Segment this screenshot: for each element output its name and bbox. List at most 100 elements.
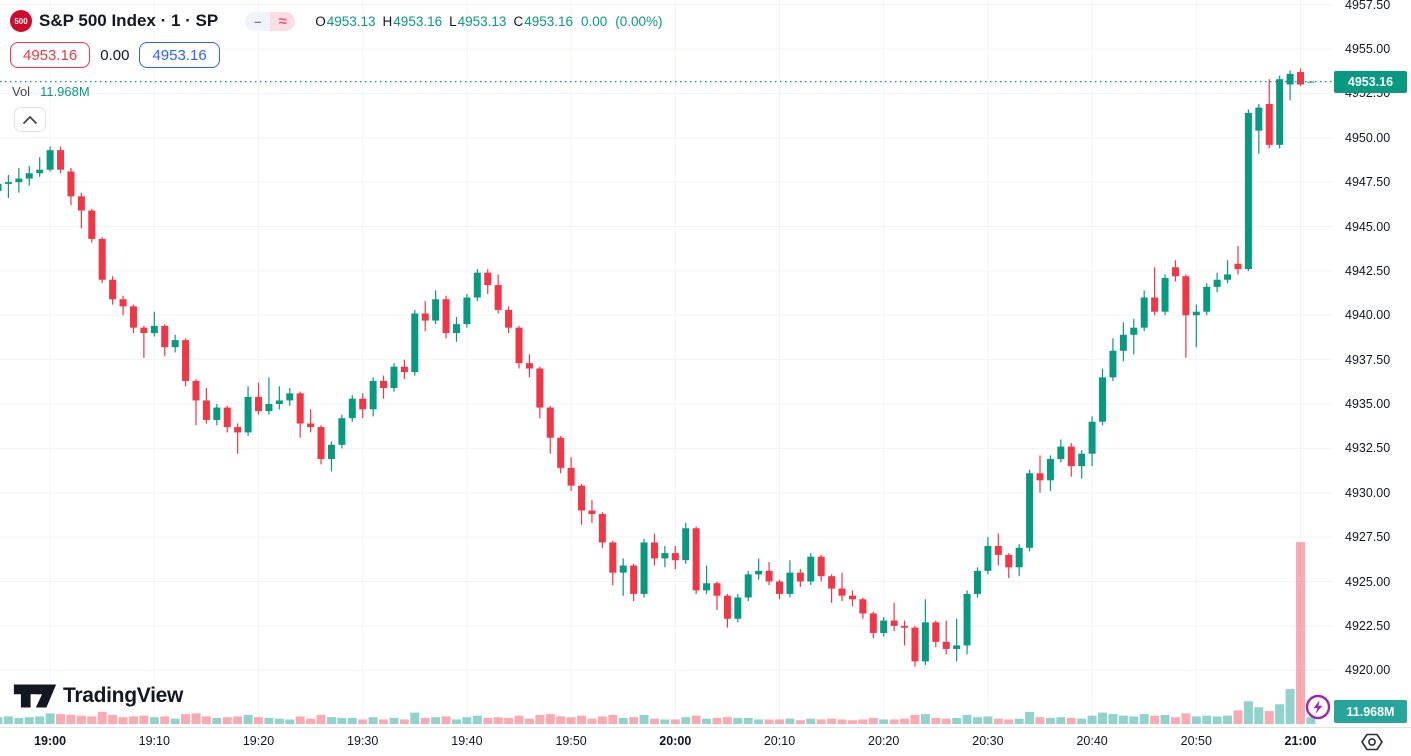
open-value: 4953.13	[326, 13, 376, 29]
volume-bar	[87, 716, 97, 724]
volume-bar	[56, 714, 66, 724]
candle-body	[911, 627, 919, 662]
candle-body	[150, 325, 158, 333]
candle-body	[567, 467, 575, 486]
tradingview-logo[interactable]: TradingView	[13, 683, 183, 709]
candles[interactable]	[0, 68, 1315, 667]
candle-body	[890, 620, 898, 626]
time-axis[interactable]: 19:00 19:10 19:20 19:30 19:40 19:50 20:00 20:10…	[0, 727, 1411, 756]
candle-body	[421, 313, 429, 321]
volume-bars[interactable]	[0, 542, 1316, 724]
candle-body	[713, 583, 721, 596]
price-tick-label: 4957.50	[1345, 0, 1391, 12]
volume-bar	[524, 718, 534, 724]
volume-readout: Vol 11.968M	[12, 84, 90, 99]
volume-bar	[1306, 717, 1316, 724]
volume-bar	[535, 714, 545, 724]
candle-body	[296, 393, 304, 424]
candle-body	[807, 556, 815, 582]
volume-bar	[1118, 715, 1128, 724]
candle-body	[703, 583, 711, 591]
volume-bar	[347, 717, 357, 724]
candle-body	[1109, 350, 1117, 378]
hexagon-gear-icon	[1361, 733, 1383, 751]
volume-bar	[274, 718, 284, 724]
timescale-settings-button[interactable]	[1360, 730, 1384, 756]
volume-bar	[514, 715, 524, 724]
candle-body	[202, 400, 210, 420]
candle-body	[1057, 446, 1065, 460]
candle-body	[994, 546, 1002, 555]
volume-bar	[1170, 717, 1180, 724]
candle-body	[546, 407, 554, 438]
candle-body	[598, 514, 606, 543]
candle-body	[432, 299, 440, 321]
volume-bar	[326, 717, 336, 724]
minus-pill-button[interactable]: –	[245, 11, 271, 31]
sell-price-button[interactable]: 4953.16	[10, 42, 91, 68]
volume-bar	[1275, 704, 1285, 724]
candle-body	[848, 595, 856, 600]
technicals-button[interactable]	[1305, 694, 1331, 725]
candle-body	[578, 485, 586, 511]
lightning-icon	[1305, 694, 1331, 720]
candle-body	[692, 528, 700, 591]
volume-bar	[1202, 715, 1212, 724]
candle-body	[984, 546, 992, 571]
candle-body	[734, 597, 742, 619]
volume-bar	[149, 717, 159, 724]
wave-pill-button[interactable]: ≈	[270, 11, 296, 31]
candle-body	[223, 407, 231, 428]
ohlc-readout: O4953.13 H4953.16 L4953.13 C4953.16 0.00…	[315, 14, 669, 29]
candle-body	[1192, 311, 1200, 316]
candle-body	[15, 178, 23, 183]
volume-bar	[795, 720, 805, 724]
candle-body	[921, 622, 929, 662]
candle-body	[932, 622, 940, 642]
symbol-title[interactable]: S&P 500 Index · 1 · SP	[39, 11, 219, 30]
volume-bar	[24, 717, 34, 724]
candle-body	[640, 542, 648, 594]
candle-body	[1099, 377, 1107, 422]
candle-body	[473, 272, 481, 298]
candle-body	[129, 306, 137, 328]
volume-bar	[847, 720, 857, 724]
price-axis[interactable]: 4957.50 4955.00 4952.50 4950.00 4947.50 4945.…	[1332, 0, 1411, 727]
candle-body	[1276, 79, 1284, 145]
candle-body	[57, 150, 65, 170]
candle-body	[213, 407, 221, 420]
current-price-badge: 4953.16	[1334, 70, 1407, 93]
price-tick-label: 4935.00	[1345, 397, 1391, 411]
volume-bar	[785, 718, 795, 724]
buy-price-button[interactable]: 4953.16	[139, 42, 220, 68]
volume-label: Vol	[12, 84, 31, 99]
collapse-legend-button[interactable]	[14, 107, 46, 132]
volume-bar	[108, 714, 118, 724]
volume-bar	[1191, 716, 1201, 724]
price-tick-label: 4955.00	[1345, 42, 1391, 56]
candle-body	[359, 398, 367, 410]
candle-body	[1234, 263, 1242, 270]
volume-bar	[420, 717, 430, 724]
volume-bar	[1264, 711, 1274, 724]
volume-bar	[712, 717, 722, 724]
candle-body	[671, 553, 679, 561]
volume-bar	[389, 717, 399, 724]
volume-bar	[295, 716, 305, 724]
volume-bar	[1087, 715, 1097, 724]
price-tick-label: 4930.00	[1345, 485, 1391, 500]
candle-body	[515, 327, 523, 364]
volume-bar	[691, 715, 701, 724]
volume-bar	[379, 719, 389, 724]
candle-body	[1151, 297, 1159, 312]
volume-bar	[941, 718, 951, 724]
candle-body	[4, 182, 12, 184]
volume-bar	[170, 718, 180, 724]
volume-bar	[399, 719, 409, 724]
candle-body	[1244, 112, 1252, 270]
candle-body	[796, 572, 804, 582]
candle-body	[1297, 72, 1304, 85]
volume-bar	[1160, 714, 1170, 724]
candle-body	[1078, 453, 1086, 467]
